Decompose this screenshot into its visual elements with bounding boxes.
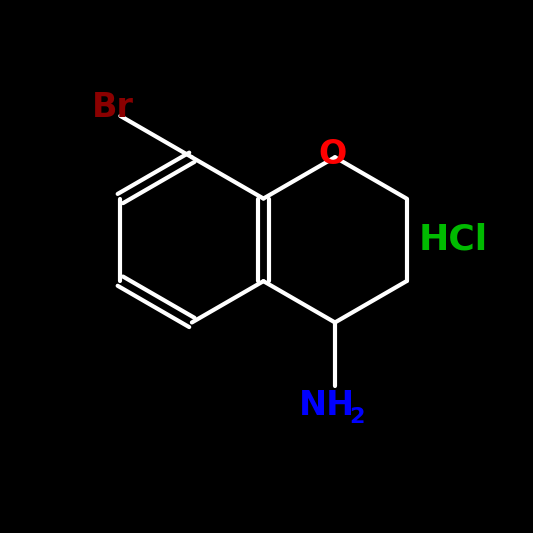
Text: NH: NH [299,389,355,422]
Text: HCl: HCl [418,223,488,257]
Text: 2: 2 [350,407,365,427]
Text: Br: Br [91,92,133,124]
Text: O: O [318,138,346,171]
